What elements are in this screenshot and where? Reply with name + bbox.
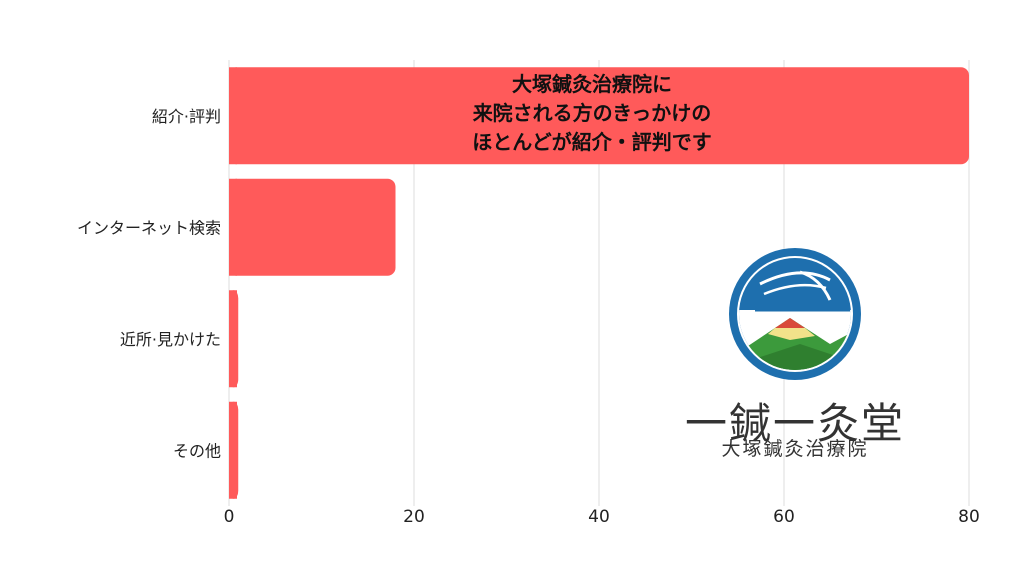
x-tick-labels: 0 20 40 60 80 (224, 507, 980, 527)
bar-edge (229, 401, 237, 499)
clinic-logo: 一鍼一灸堂 大塚鍼灸治療院 (680, 244, 910, 464)
bar (229, 178, 396, 276)
annotation-line-1: 大塚鍼灸治療院に (512, 72, 672, 96)
x-tick-label: 0 (224, 507, 235, 527)
x-tick-label: 20 (403, 507, 425, 527)
bar-edge (229, 178, 237, 276)
bar (229, 67, 969, 165)
chart-annotation: 大塚鍼灸治療院に 来院される方のきっかけの ほとんどが紹介・評判です (432, 70, 752, 157)
logo-name: 一鍼一灸堂 (684, 399, 905, 448)
category-label: 近所·見かけた (120, 330, 221, 349)
annotation-line-3: ほとんどが紹介・評判です (472, 130, 712, 154)
bars (229, 67, 969, 499)
logo-subtitle: 大塚鍼灸治療院 (721, 438, 869, 460)
category-label: その他 (173, 441, 221, 460)
logo-emblem-icon (729, 248, 861, 380)
category-label: インターネット検索 (77, 218, 221, 237)
x-tick-label: 60 (773, 507, 795, 527)
x-tick-label: 80 (958, 507, 980, 527)
category-label: 紹介·評判 (152, 107, 221, 126)
annotation-line-2: 来院される方のきっかけの (472, 101, 712, 125)
bar-edge (229, 67, 237, 165)
x-tick-label: 40 (588, 507, 610, 527)
bar-edge (229, 290, 237, 388)
